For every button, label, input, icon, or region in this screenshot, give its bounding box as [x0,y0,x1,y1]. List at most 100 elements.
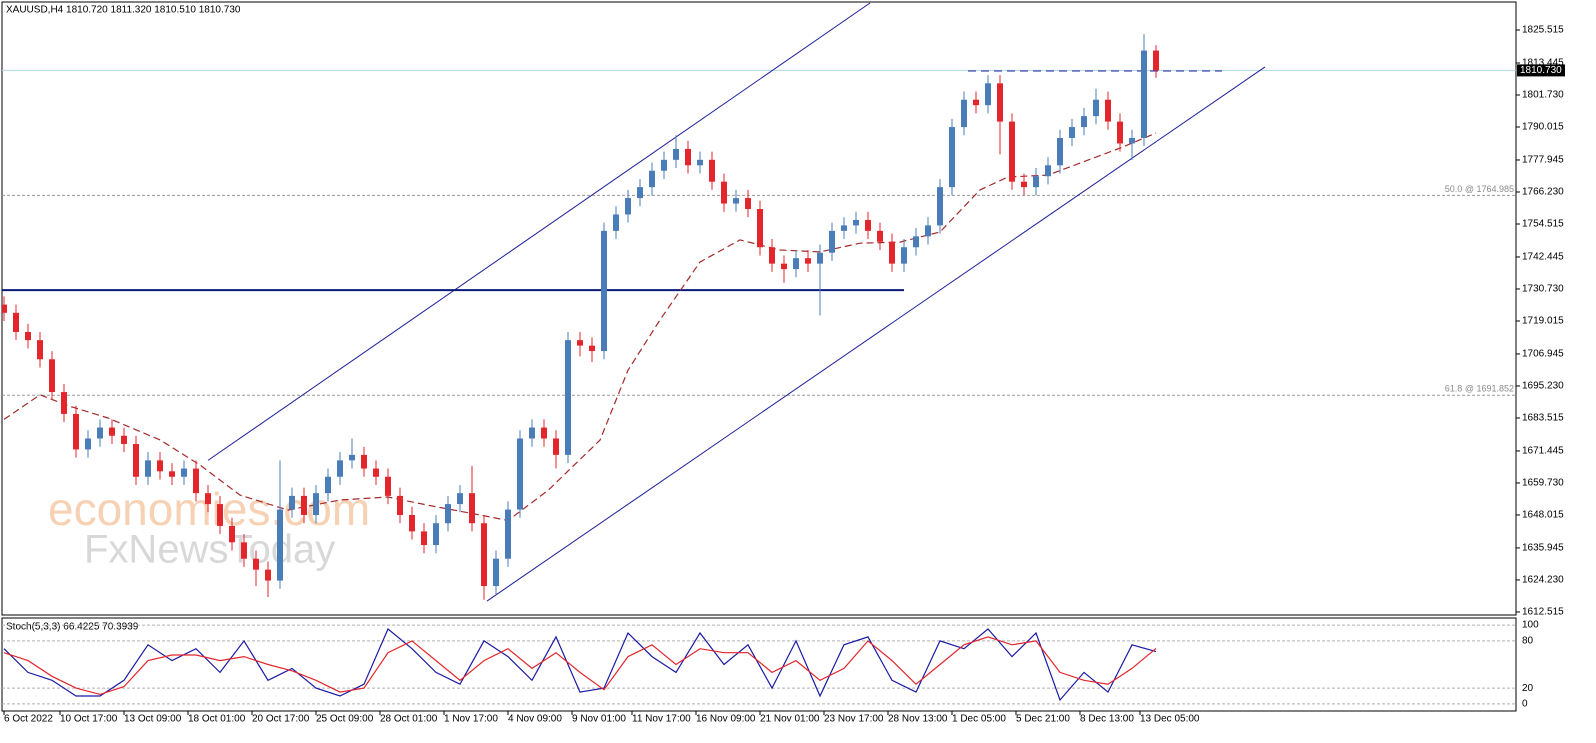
y-tick-label: 1719.015 [1522,316,1564,327]
candle-body [925,225,931,237]
candle-body [973,99,979,106]
stoch-tick-label: 100 [1522,620,1539,631]
y-tick-label: 1825.515 [1522,25,1564,36]
candle-body [157,460,163,472]
candle-body [1117,121,1123,144]
candle-body [1045,165,1051,177]
x-tick-label: 1 Dec 05:00 [952,714,1006,725]
candle-body [409,515,415,532]
y-tick-label: 1766.230 [1522,187,1564,198]
candle-body [25,331,31,341]
y-tick-label: 1777.945 [1522,155,1564,166]
candle-body [1033,176,1039,188]
candle-body [373,468,379,477]
stoch-panel [1,617,1517,712]
candle-body [181,468,187,477]
x-tick-label: 10 Oct 17:00 [60,714,118,725]
y-tick-label: 1635.945 [1522,543,1564,554]
candle-body [1057,137,1063,166]
x-tick-label: 23 Nov 17:00 [824,714,884,725]
candle-body [529,427,535,439]
candle-body [733,198,739,204]
y-tick-label: 1624.230 [1522,575,1564,586]
candle-body [841,225,847,231]
candle-body [145,460,151,477]
candle-body [601,230,607,352]
x-tick-label: 18 Oct 01:00 [188,714,246,725]
x-tick-label: 13 Dec 05:00 [1140,714,1200,725]
stoch-tick-label: 80 [1522,635,1534,646]
stoch-tick-label: 0 [1522,699,1528,710]
candle-body [313,493,319,516]
candle-body [805,258,811,264]
candle-body [661,159,667,171]
chart-title: XAUUSD,H4 1810.720 1811.320 1810.510 181… [6,5,241,16]
y-tick-label: 1742.445 [1522,252,1564,263]
stoch-line [3,628,1157,702]
candle-body [97,427,103,439]
candle-body [37,340,43,360]
candle-body [637,187,643,199]
candle-body [565,340,571,455]
candle-body [901,247,907,264]
x-tick-label: 21 Nov 01:00 [760,714,820,725]
candle-body [469,493,475,524]
x-tick-label: 28 Nov 13:00 [888,714,948,725]
stoch-title: Stoch(5,3,3) 66.4225 70.3939 [6,622,139,633]
candle-body [253,558,259,570]
candle-body [589,345,595,352]
candle-body [685,148,691,166]
candle-body [649,170,655,188]
candle-body [445,504,451,524]
candle-body [277,509,283,581]
candle-body [421,531,427,546]
x-tick-label: 25 Oct 09:00 [316,714,374,725]
current-price-label: 1810.730 [1520,65,1562,76]
candle-body [361,454,367,469]
x-tick-label: 1 Nov 17:00 [444,714,498,725]
candle-body [949,127,955,188]
x-tick-label: 16 Nov 09:00 [696,714,756,725]
stoch-line [3,636,1157,696]
candle-body [889,241,895,264]
x-tick-label: 5 Dec 21:00 [1016,714,1070,725]
candle-body [265,569,271,581]
candle-body [577,340,583,346]
candle-body [13,312,19,332]
trend-line [486,66,1266,602]
candle-body [493,558,499,587]
candle-body [793,258,799,270]
y-tick-label: 1671.445 [1522,446,1564,457]
candle-body [985,83,991,106]
y-tick-label: 1612.515 [1522,607,1564,618]
candle-body [913,236,919,248]
candle-body [937,187,943,226]
candle-body [877,230,883,242]
y-tick-label: 1695.230 [1522,381,1564,392]
candle-body [1093,99,1099,117]
candle-body [385,476,391,496]
candle-body [697,159,703,166]
candle-body [1141,50,1147,138]
fibo-label: 50.0 @ 1764.985 [1445,184,1514,194]
candle-body [553,438,559,455]
fibo-label: 61.8 @ 1691.852 [1445,384,1514,394]
y-tick-label: 1730.730 [1522,284,1564,295]
y-tick-label: 1813.445 [1522,58,1564,69]
candle-body [229,525,235,543]
x-tick-label: 13 Oct 09:00 [124,714,182,725]
candle-body [193,468,199,494]
y-tick-label: 1790.015 [1522,122,1564,133]
candle-body [817,252,823,264]
candle-body [517,438,523,510]
candle-body [349,454,355,461]
y-tick-label: 1648.015 [1522,510,1564,521]
candle-body [121,435,127,444]
x-tick-label: 11 Nov 17:00 [632,714,691,725]
candle-body [1009,121,1015,182]
candle-body [829,230,835,253]
candle-body [1153,50,1159,71]
x-tick-label: 8 Dec 13:00 [1080,714,1134,725]
